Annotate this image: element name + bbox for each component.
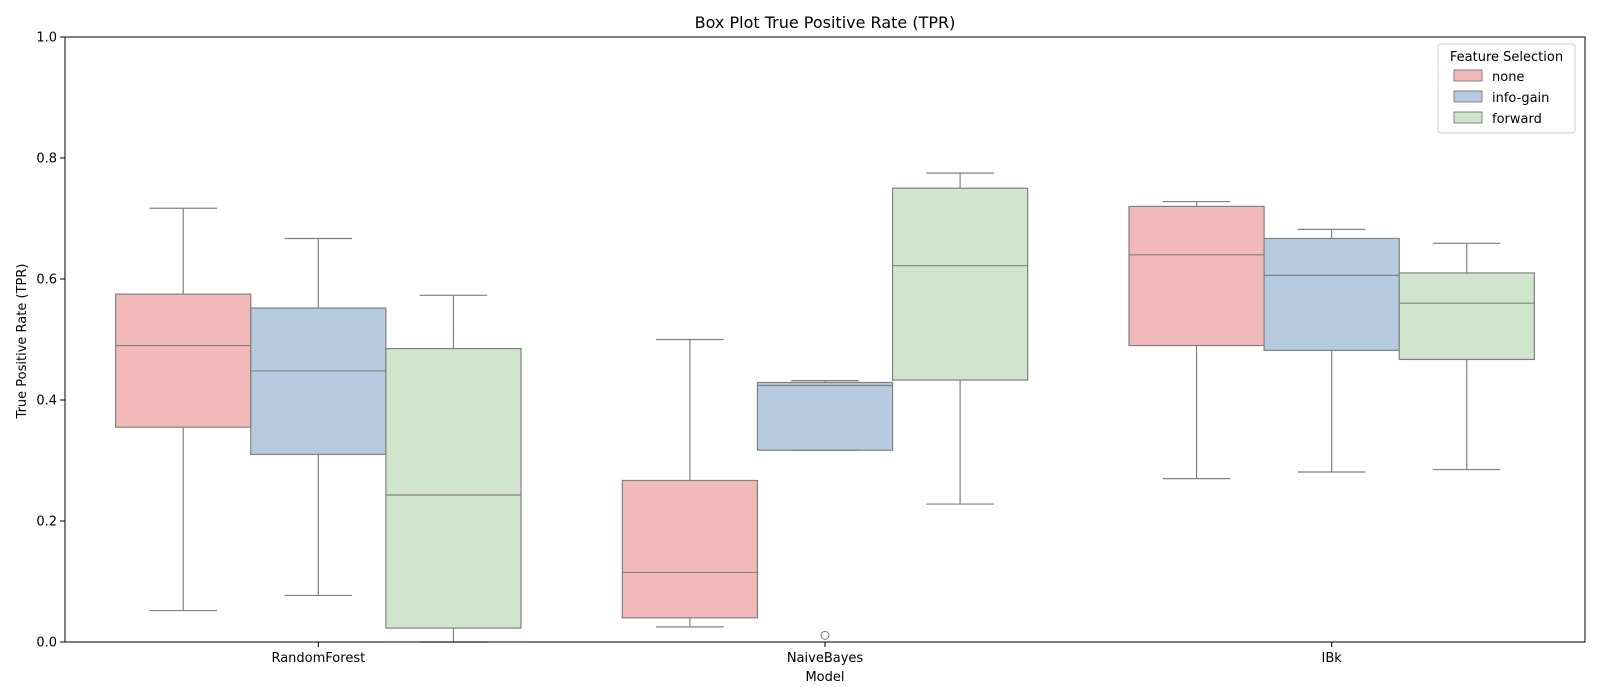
x-tick-label: RandomForest — [271, 651, 365, 666]
x-axis-title: Model — [805, 670, 844, 685]
box-group — [756, 380, 894, 640]
y-tick-label: 0.8 — [36, 152, 57, 167]
box-group — [385, 294, 522, 643]
box-iqr — [1398, 272, 1535, 361]
box-iqr — [1263, 237, 1400, 351]
box-group — [115, 207, 252, 612]
box-iqr — [250, 307, 387, 456]
box-iqr — [891, 187, 1029, 381]
box-iqr — [1128, 205, 1265, 347]
legend-box — [1437, 43, 1576, 134]
y-tick-label: 0.2 — [36, 515, 57, 530]
box-group — [621, 338, 759, 628]
outlier-point — [820, 630, 830, 640]
axes: 0.0 0.2 0.4 0.6 0.8 1.0 RandomForest NaiveBayes… — [36, 31, 1586, 666]
legend-swatch — [1453, 111, 1483, 124]
x-tick-label: NaiveBayes — [787, 651, 864, 666]
box-iqr — [385, 347, 522, 629]
y-tick-label: 0.0 — [36, 636, 57, 651]
legend-title: Feature Selection — [1450, 50, 1563, 65]
legend-swatch — [1453, 69, 1483, 82]
y-axis-title: True Positive Rate (TPR) — [15, 264, 30, 420]
box-iqr — [115, 293, 252, 428]
legend-label: none — [1492, 70, 1524, 85]
legend-label: info-gain — [1492, 91, 1549, 106]
box-iqr — [756, 381, 894, 451]
x-tick-label: IBk — [1322, 651, 1343, 666]
box-group — [1263, 228, 1400, 473]
legend-label: forward — [1492, 112, 1542, 127]
legend: Feature Selection none info-gain forward — [1437, 43, 1576, 134]
legend-swatch — [1453, 90, 1483, 103]
plot-area — [115, 172, 1535, 643]
y-tick-label: 1.0 — [36, 31, 57, 46]
box-group — [891, 172, 1029, 505]
box-group — [1128, 200, 1265, 480]
box-group — [250, 237, 387, 597]
box-group — [1398, 242, 1535, 471]
box-iqr — [621, 479, 759, 619]
y-tick-label: 0.6 — [36, 273, 57, 288]
chart-title: Box Plot True Positive Rate (TPR) — [695, 13, 956, 32]
y-tick-label: 0.4 — [36, 394, 57, 409]
